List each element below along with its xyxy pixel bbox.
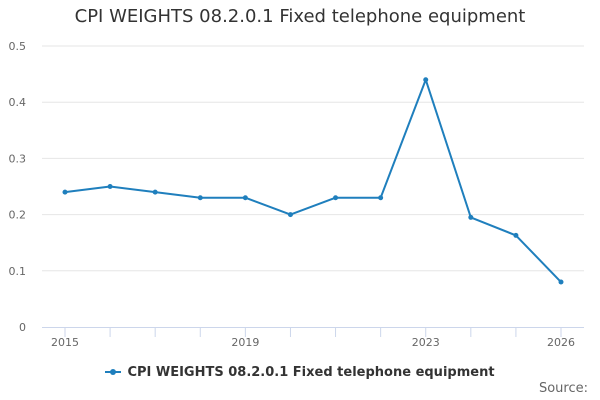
y-tick-label: 0.2 bbox=[9, 209, 27, 222]
legend[interactable]: CPI WEIGHTS 08.2.0.1 Fixed telephone equ… bbox=[0, 365, 600, 380]
y-axis-labels: 0 0.1 0.2 0.3 0.4 0.5 bbox=[9, 40, 27, 334]
data-point[interactable] bbox=[242, 195, 248, 201]
grid-lines bbox=[42, 45, 584, 272]
y-tick-label: 0.4 bbox=[9, 96, 27, 109]
data-point[interactable] bbox=[197, 195, 203, 201]
source-label: Source: bbox=[538, 381, 588, 396]
data-point[interactable] bbox=[333, 195, 339, 201]
y-tick-label: 0.5 bbox=[9, 40, 27, 53]
y-tick-label: 0.1 bbox=[9, 265, 27, 278]
series-layer bbox=[62, 77, 564, 285]
data-point[interactable] bbox=[378, 195, 384, 201]
data-point[interactable] bbox=[468, 214, 474, 220]
x-axis bbox=[42, 327, 584, 337]
data-point[interactable] bbox=[287, 212, 293, 218]
data-point[interactable] bbox=[423, 77, 429, 83]
y-tick-label: 0 bbox=[19, 321, 26, 334]
x-tick-label: 2019 bbox=[231, 336, 259, 349]
x-tick-label: 2023 bbox=[412, 336, 440, 349]
data-point[interactable] bbox=[152, 189, 158, 195]
legend-label: CPI WEIGHTS 08.2.0.1 Fixed telephone equ… bbox=[127, 365, 495, 380]
x-axis-labels: 2015 2019 2023 2026 bbox=[51, 336, 575, 349]
data-point[interactable] bbox=[107, 184, 113, 189]
series-line bbox=[64, 78, 562, 284]
data-point[interactable] bbox=[62, 189, 68, 195]
data-point[interactable] bbox=[513, 232, 519, 238]
y-tick-label: 0.3 bbox=[9, 152, 27, 165]
data-point[interactable] bbox=[558, 279, 564, 285]
x-tick-label: 2015 bbox=[51, 336, 79, 349]
legend-marker-icon bbox=[105, 368, 122, 375]
x-tick-label: 2026 bbox=[547, 336, 575, 349]
chart-title: CPI WEIGHTS 08.2.0.1 Fixed telephone equ… bbox=[74, 6, 526, 27]
